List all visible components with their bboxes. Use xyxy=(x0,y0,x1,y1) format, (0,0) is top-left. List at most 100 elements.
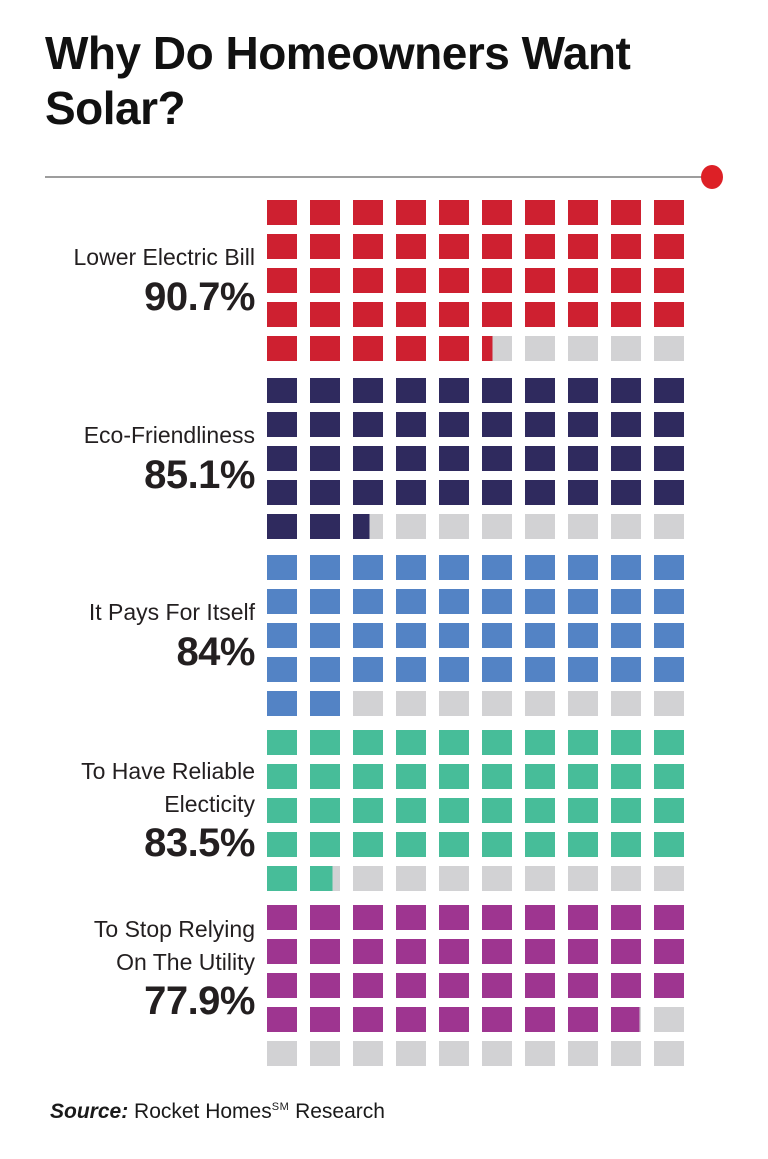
waffle-cell xyxy=(525,866,555,891)
waffle-cell xyxy=(353,1041,383,1066)
waffle-cell xyxy=(396,939,426,964)
waffle-cell xyxy=(611,378,641,403)
waffle-cell xyxy=(611,514,641,539)
waffle-cell xyxy=(525,446,555,471)
waffle-cell xyxy=(353,798,383,823)
waffle-cell xyxy=(310,832,340,857)
waffle-cell xyxy=(310,378,340,403)
waffle-cell xyxy=(267,268,297,293)
waffle-cell xyxy=(482,378,512,403)
waffle-cell xyxy=(611,1041,641,1066)
waffle-cell xyxy=(568,973,598,998)
waffle-cell xyxy=(525,730,555,755)
waffle-cell xyxy=(611,905,641,930)
waffle-cell xyxy=(611,302,641,327)
waffle-cell xyxy=(310,939,340,964)
waffle-cell xyxy=(611,412,641,437)
category-label-group: Lower Electric Bill 90.7% xyxy=(30,200,256,361)
waffle-cell xyxy=(267,691,297,716)
category-label: To Stop Relying xyxy=(93,916,255,943)
waffle-cell xyxy=(353,691,383,716)
waffle-cell xyxy=(482,234,512,259)
waffle-cell xyxy=(439,480,469,505)
waffle-cell xyxy=(654,798,684,823)
waffle-grid xyxy=(267,730,684,891)
waffle-cell xyxy=(353,200,383,225)
waffle-cell xyxy=(396,378,426,403)
category-label: On The Utility xyxy=(116,948,255,975)
waffle-cell xyxy=(568,623,598,648)
waffle-cell xyxy=(310,336,340,361)
waffle-cell xyxy=(267,412,297,437)
waffle-cell xyxy=(525,657,555,682)
waffle-cell xyxy=(267,302,297,327)
waffle-cell xyxy=(439,798,469,823)
waffle-cell xyxy=(310,514,340,539)
waffle-grid xyxy=(267,905,684,1066)
waffle-cell xyxy=(396,336,426,361)
waffle-cell xyxy=(267,798,297,823)
waffle-cell xyxy=(568,200,598,225)
waffle-cell xyxy=(654,1007,684,1032)
waffle-cell xyxy=(611,268,641,293)
waffle-cell xyxy=(525,200,555,225)
waffle-cell xyxy=(654,336,684,361)
waffle-cell xyxy=(525,1007,555,1032)
waffle-cell xyxy=(654,764,684,789)
waffle-cell xyxy=(482,589,512,614)
waffle-cell xyxy=(482,905,512,930)
waffle-cell xyxy=(396,1041,426,1066)
waffle-cell xyxy=(310,623,340,648)
source-note: Source: Rocket HomesSM Research xyxy=(50,1100,385,1124)
waffle-cell xyxy=(267,905,297,930)
waffle-cell xyxy=(396,514,426,539)
waffle-cell xyxy=(482,480,512,505)
category-label: Electicity xyxy=(164,790,255,817)
waffle-cell xyxy=(654,268,684,293)
waffle-cell xyxy=(353,336,383,361)
waffle-cell xyxy=(482,657,512,682)
waffle-cell xyxy=(482,446,512,471)
waffle-cell xyxy=(568,268,598,293)
waffle-cell xyxy=(396,589,426,614)
waffle-cell xyxy=(568,798,598,823)
waffle-cell xyxy=(525,623,555,648)
waffle-cell xyxy=(482,555,512,580)
waffle-cell xyxy=(267,832,297,857)
waffle-cell xyxy=(568,691,598,716)
waffle-cell xyxy=(611,691,641,716)
source-body: Rocket Homes xyxy=(128,1100,272,1123)
waffle-cell xyxy=(482,302,512,327)
waffle-cell xyxy=(353,1007,383,1032)
waffle-cell xyxy=(439,939,469,964)
waffle-cell xyxy=(267,378,297,403)
waffle-cell xyxy=(310,691,340,716)
source-servicemark: SM xyxy=(271,1101,290,1113)
waffle-cell xyxy=(568,378,598,403)
waffle-cell xyxy=(654,302,684,327)
waffle-cell xyxy=(654,1041,684,1066)
waffle-cell xyxy=(482,973,512,998)
waffle-cell xyxy=(310,200,340,225)
category-label: It Pays For Itself xyxy=(88,599,255,626)
waffle-cell xyxy=(267,973,297,998)
waffle-cell xyxy=(654,905,684,930)
waffle-cell xyxy=(267,336,297,361)
waffle-cell xyxy=(310,589,340,614)
waffle-cell xyxy=(439,200,469,225)
source-tail: Research xyxy=(289,1100,385,1123)
waffle-cell xyxy=(611,234,641,259)
waffle-cell xyxy=(396,446,426,471)
waffle-cell xyxy=(525,378,555,403)
waffle-cell xyxy=(525,798,555,823)
waffle-cell xyxy=(439,412,469,437)
waffle-cell xyxy=(654,555,684,580)
waffle-cell xyxy=(568,764,598,789)
waffle-cell xyxy=(654,730,684,755)
waffle-cell xyxy=(654,832,684,857)
waffle-cell xyxy=(353,378,383,403)
waffle-cell xyxy=(353,832,383,857)
waffle-cell xyxy=(310,412,340,437)
waffle-cell xyxy=(439,866,469,891)
waffle-cell xyxy=(654,939,684,964)
